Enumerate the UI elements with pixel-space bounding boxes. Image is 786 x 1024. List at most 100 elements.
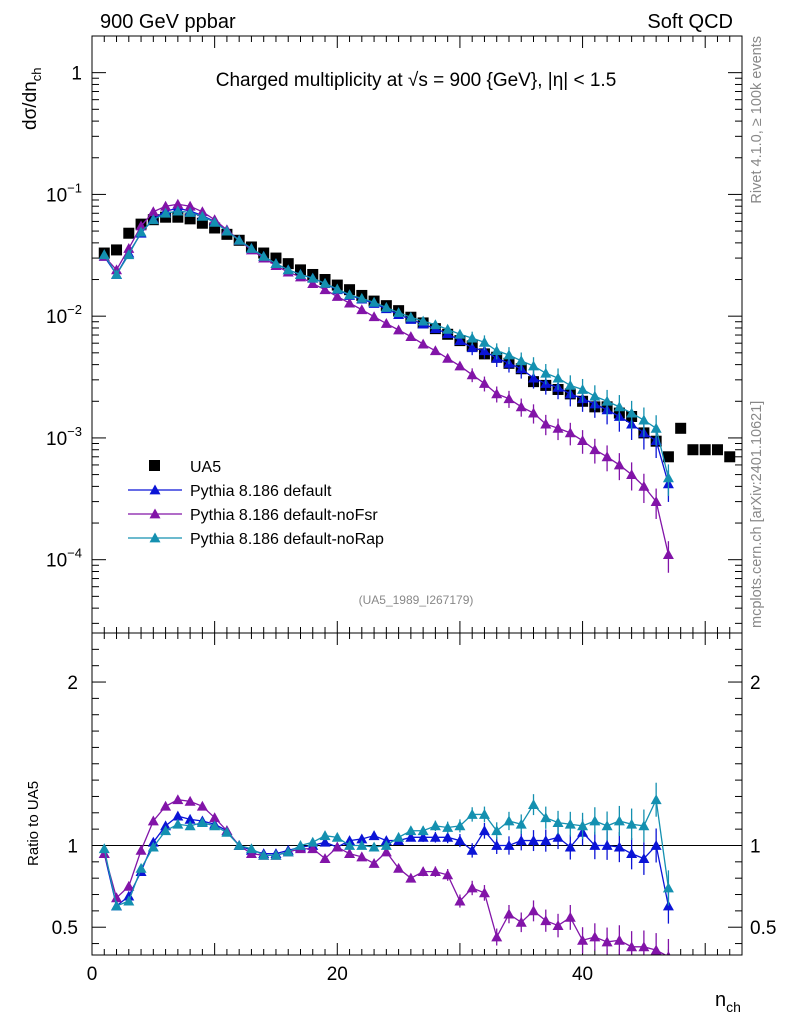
mc-data-point <box>331 291 343 301</box>
ratio-pythia-8-186-default <box>98 810 674 924</box>
ratio-point <box>184 813 196 824</box>
chart-title: Charged multiplicity at √s = 900 {GeV}, … <box>216 70 617 91</box>
y-tick-label: 10−3 <box>46 424 82 450</box>
ratio-point <box>589 931 601 942</box>
ua5-data-point <box>209 222 221 234</box>
ratio-point <box>270 849 282 860</box>
legend-label: Pythia 8.186 default-noFsr <box>190 507 378 524</box>
mc-data-point <box>601 395 613 406</box>
ratio-point <box>331 841 343 852</box>
ratio-point <box>650 839 662 850</box>
ratio-point <box>209 820 221 831</box>
ua5-data-point <box>172 211 184 223</box>
mc-data-point <box>196 210 208 221</box>
mc-data-point <box>601 451 613 462</box>
ratio-point <box>666 951 671 955</box>
main-series-group <box>98 198 736 573</box>
mc-data-point <box>626 469 638 479</box>
mc-data-point <box>478 336 490 347</box>
ratio-point <box>294 839 306 850</box>
ratio-point <box>405 831 417 842</box>
mc-data-point <box>221 225 233 236</box>
ratio-tick-label-right: 0.5 <box>750 918 776 939</box>
mcplots-label: mcplots.cern.ch [arXiv:2401.10621] <box>749 401 765 628</box>
mc-data-point <box>442 352 454 363</box>
legend-marker-square <box>149 460 160 471</box>
mc-data-point <box>613 401 625 412</box>
mc-data-point <box>405 311 417 322</box>
ratio-point <box>503 839 515 850</box>
y-tick-label-base: 10 <box>46 429 67 450</box>
mc-data-point <box>528 407 540 418</box>
mc-data-point <box>491 345 503 356</box>
mc-data-point <box>454 360 466 371</box>
ratio-point <box>466 882 478 893</box>
legend-label: UA5 <box>190 459 221 476</box>
mc-data-point <box>344 289 356 300</box>
mc-data-point <box>147 206 159 217</box>
mc-data-point <box>466 332 478 343</box>
ratio-point <box>209 812 221 823</box>
ratio-point <box>356 851 368 862</box>
y-tick-label: 1 <box>71 64 82 85</box>
ratio-point <box>466 844 478 855</box>
mc-data-point <box>650 422 662 433</box>
mc-data-point <box>307 278 319 289</box>
legend-entry: Pythia 8.186 default <box>128 483 332 500</box>
ratio-point <box>503 908 515 919</box>
y-tick-label-exponent: −4 <box>67 546 82 561</box>
series-pythia-8-186-default-nofsr <box>98 198 674 573</box>
x-axis-label-main: n <box>715 989 726 1011</box>
ratio-point <box>319 836 331 847</box>
y-tick-label-base: 10 <box>46 307 67 328</box>
series-pythia-8-186-default <box>98 202 674 502</box>
ua5-data-point <box>687 444 699 456</box>
ratio-point <box>368 857 380 868</box>
ratio-point <box>160 825 172 836</box>
mc-data-point <box>442 323 454 334</box>
ratio-point <box>331 831 343 842</box>
y-tick-label-exponent: −3 <box>67 424 82 439</box>
ratio-point <box>172 810 184 821</box>
mc-data-point <box>589 390 601 401</box>
mc-data-point <box>233 234 245 245</box>
mc-data-point <box>650 496 662 506</box>
y-tick-label-exponent: −2 <box>67 302 82 317</box>
ratio-point <box>613 815 625 826</box>
ratio-point <box>429 866 441 877</box>
mc-data-point <box>98 249 110 260</box>
ratio-tick-label-left: 2 <box>67 673 78 694</box>
ratio-point <box>319 853 331 863</box>
mc-data-point <box>589 444 601 455</box>
ratio-point <box>626 848 638 859</box>
ratio-point <box>491 839 503 850</box>
ratio-point <box>111 892 123 903</box>
mc-data-point <box>638 414 650 425</box>
mc-data-point <box>160 207 172 218</box>
mc-data-point <box>638 480 650 491</box>
ua5-data-point <box>675 422 687 434</box>
ratio-point <box>540 812 552 823</box>
ua5-data-point <box>282 258 294 270</box>
y-tick-label: 10−4 <box>46 546 82 572</box>
mc-data-point <box>429 319 441 330</box>
mc-data-point <box>123 249 135 260</box>
ratio-point <box>528 835 540 845</box>
ratio-point <box>564 841 576 852</box>
ratio-point <box>491 825 503 836</box>
ua5-data-point <box>270 252 282 264</box>
mc-data-point <box>564 427 576 438</box>
ratio-point <box>601 936 613 947</box>
ratio-point <box>393 862 405 873</box>
mc-data-point <box>454 335 466 346</box>
ratio-point <box>478 825 490 836</box>
mc-data-point <box>552 422 564 433</box>
ratio-point <box>221 826 233 837</box>
series-pythia-8-186-default-norap <box>98 205 674 496</box>
ratio-point <box>528 799 540 810</box>
mc-data-point <box>331 283 343 294</box>
ratio-point <box>356 839 368 850</box>
mc-data-point <box>135 226 147 237</box>
main-plot-panel: 110−110−210−310−4 <box>46 35 743 633</box>
ratio-point <box>380 846 392 857</box>
